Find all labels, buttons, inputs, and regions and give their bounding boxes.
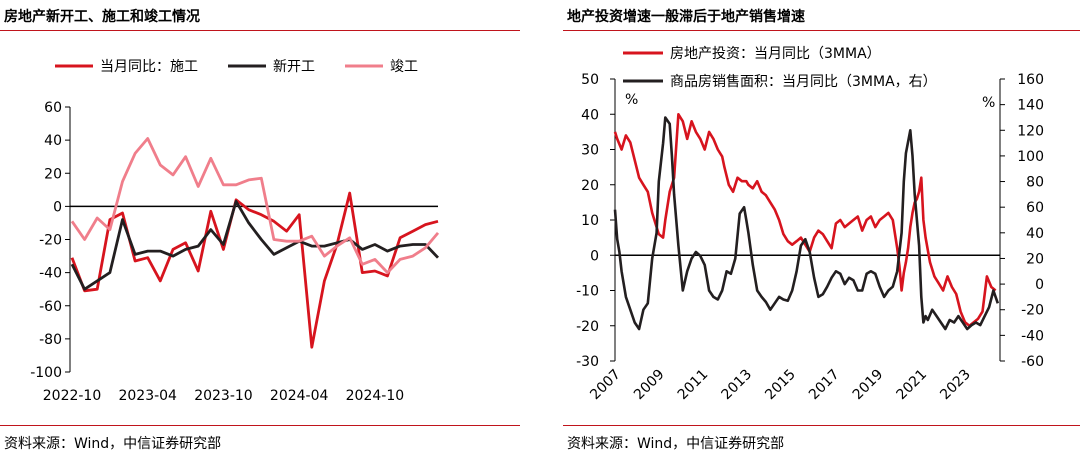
x-tick-label: 2015 bbox=[762, 367, 799, 404]
x-tick-label: 2022-10 bbox=[43, 388, 102, 404]
x-tick-label: 2023-04 bbox=[118, 388, 177, 404]
left-line-chart: 当月同比：施工 新开工 竣工 60 40 20 0 -20 -40 -60 -80 -100 2022-… bbox=[30, 59, 440, 404]
x-tick-label: 2024-10 bbox=[346, 388, 405, 404]
left-y-tick-label: 30 bbox=[581, 143, 599, 159]
right-line-chart: 50403020100-10-20-3016014012010080604020… bbox=[576, 46, 1044, 404]
x-tick-label: 2023 bbox=[937, 367, 974, 404]
left-y-tick-label: -10 bbox=[576, 284, 599, 300]
right-y-tick-label: -20 bbox=[1021, 303, 1044, 319]
x-tick-label: 2007 bbox=[587, 367, 624, 404]
legend-label-3: 竣工 bbox=[390, 59, 418, 75]
left-y-tick-label: 50 bbox=[581, 72, 599, 88]
y-tick-label: -100 bbox=[30, 365, 62, 381]
legend-label-2: 商品房销售面积：当月同比（3MMA，右） bbox=[670, 74, 937, 90]
x-tick-label: 2017 bbox=[806, 367, 843, 404]
right-y-tick-label: -60 bbox=[1021, 354, 1044, 370]
right-y-tick-label: 60 bbox=[1026, 200, 1044, 216]
right-y-tick-label: 120 bbox=[1017, 123, 1044, 139]
right-y-tick-label: 100 bbox=[1017, 149, 1044, 165]
series-line-3 bbox=[70, 137, 440, 275]
right-y-tick-label: 80 bbox=[1026, 175, 1044, 191]
right-chart-title: 地产投资增速一般滞后于地产销售增速 bbox=[567, 9, 805, 25]
left-y-tick-label: -30 bbox=[576, 354, 599, 370]
right-axis-unit: % bbox=[982, 95, 995, 111]
left-y-tick-label: 10 bbox=[581, 213, 599, 229]
x-tick-label: 2009 bbox=[631, 367, 668, 404]
left-chart-title: 房地产新开工、施工和竣工情况 bbox=[4, 9, 200, 25]
left-y-tick-label: 40 bbox=[581, 107, 599, 123]
y-tick-label: 40 bbox=[44, 133, 62, 149]
series-line-2 bbox=[70, 199, 440, 291]
left-source-rule bbox=[0, 425, 520, 426]
right-y-tick-label: 40 bbox=[1026, 226, 1044, 242]
right-source-rule bbox=[563, 425, 1080, 426]
x-tick-label: 2024-04 bbox=[270, 388, 329, 404]
left-y-tick-label: -20 bbox=[576, 319, 599, 335]
x-tick-label: 2023-10 bbox=[194, 388, 253, 404]
y-tick-label: 20 bbox=[44, 166, 62, 182]
legend-label-1: 房地产投资：当月同比（3MMA） bbox=[670, 46, 881, 62]
right-y-tick-label: 140 bbox=[1017, 98, 1044, 114]
series-line-2 bbox=[613, 116, 1000, 331]
y-tick-label: 0 bbox=[53, 199, 62, 215]
legend-label-2: 新开工 bbox=[273, 59, 315, 75]
series-line-1 bbox=[70, 191, 439, 349]
right-chart-source: 资料来源：Wind，中信证券研究部 bbox=[567, 436, 785, 452]
y-tick-label: -20 bbox=[39, 233, 62, 249]
series-line-1 bbox=[613, 113, 997, 328]
right-title-rule bbox=[563, 30, 1080, 31]
left-chart-panel: 房地产新开工、施工和竣工情况 当月同比：施工 新开工 竣工 60 40 20 0 -20 -40… bbox=[0, 0, 520, 460]
right-y-tick-label: -40 bbox=[1021, 328, 1044, 344]
y-tick-label: -80 bbox=[39, 332, 62, 348]
y-tick-label: -60 bbox=[39, 299, 62, 315]
left-title-rule bbox=[0, 30, 520, 31]
left-y-tick-label: 0 bbox=[590, 248, 599, 264]
right-y-tick-label: 0 bbox=[1035, 277, 1044, 293]
legend-label-1: 当月同比：施工 bbox=[100, 59, 198, 75]
x-tick-label: 2011 bbox=[675, 367, 712, 404]
y-tick-label: -40 bbox=[39, 266, 62, 282]
x-tick-label: 2019 bbox=[850, 367, 887, 404]
left-y-tick-label: 20 bbox=[581, 178, 599, 194]
right-y-tick-label: 160 bbox=[1017, 72, 1044, 88]
left-chart-source: 资料来源：Wind，中信证券研究部 bbox=[4, 436, 222, 452]
x-tick-label: 2013 bbox=[719, 367, 756, 404]
x-tick-label: 2021 bbox=[894, 367, 931, 404]
left-axis-unit: % bbox=[625, 92, 638, 108]
y-tick-label: 60 bbox=[44, 100, 62, 116]
right-y-tick-label: 20 bbox=[1026, 251, 1044, 267]
right-chart-panel: 地产投资增速一般滞后于地产销售增速 50 40 30 20 10 0 -10 -20 -30 16… bbox=[563, 0, 1080, 460]
